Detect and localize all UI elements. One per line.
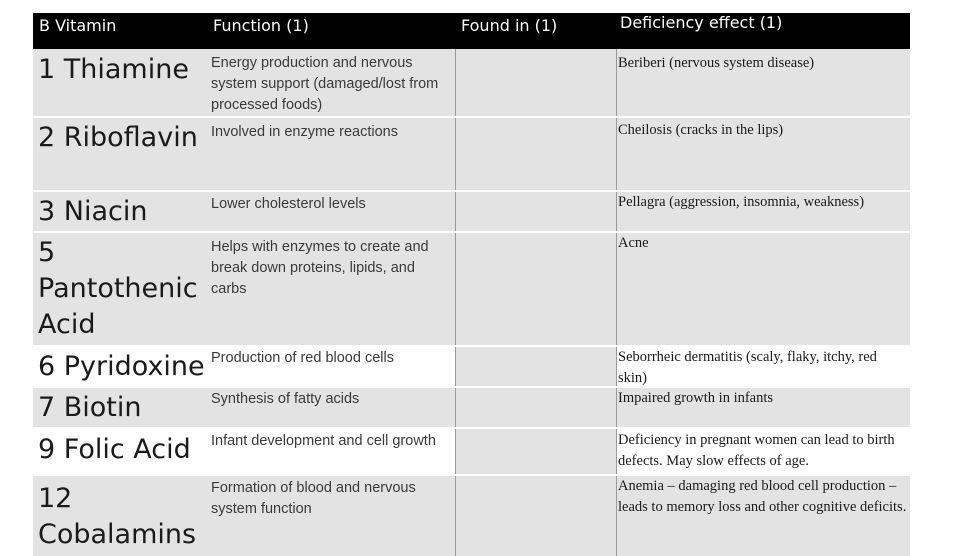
vitamin-name: 7 Biotin — [38, 390, 142, 426]
deficiency-text: Impaired growth in infants — [618, 388, 908, 409]
vitamin-name: 2 Riboflavin — [38, 120, 198, 156]
table-row: 3 Niacin Lower cholesterol levels Pellag… — [33, 192, 910, 231]
vitamin-name: 5 Pantothenic Acid — [38, 235, 203, 343]
function-text: Production of red blood cells — [211, 348, 449, 369]
found-in-cell — [455, 429, 617, 474]
table-row: 2 Riboflavin Involved in enzyme reaction… — [33, 118, 910, 190]
vitamin-name: 1 Thiamine — [38, 52, 189, 88]
function-text: Helps with enzymes to create and break d… — [211, 237, 449, 300]
header-vitamin: B Vitamin — [39, 13, 199, 49]
table-row: 5 Pantothenic Acid Helps with enzymes to… — [33, 233, 910, 345]
vitamin-name: 3 Niacin — [38, 194, 147, 230]
table-row: 1 Thiamine Energy production and nervous… — [33, 49, 910, 116]
header-deficiency: Deficiency effect (1) — [620, 10, 905, 46]
function-text: Infant development and cell growth — [211, 431, 449, 452]
found-in-cell — [455, 347, 617, 386]
table-row: 12 Cobalamins Formation of blood and ner… — [33, 476, 910, 556]
deficiency-text: Beriberi (nervous system disease) — [618, 53, 908, 74]
deficiency-text: Cheilosis (cracks in the lips) — [618, 120, 908, 141]
table-row: 6 Pyridoxine Production of red blood cel… — [33, 347, 910, 386]
function-text: Formation of blood and nervous system fu… — [211, 478, 449, 520]
table-row: 7 Biotin Synthesis of fatty acids Impair… — [33, 388, 910, 427]
table-row: 9 Folic Acid Infant development and cell… — [33, 429, 910, 474]
deficiency-text: Anemia – damaging red blood cell product… — [618, 476, 908, 518]
deficiency-text: Deficiency in pregnant women can lead to… — [618, 430, 908, 472]
found-in-cell — [455, 118, 617, 190]
found-in-cell — [455, 476, 617, 556]
deficiency-text: Pellagra (aggression, insomnia, weakness… — [618, 192, 908, 213]
header-function: Function (1) — [213, 13, 443, 49]
vitamin-name: 6 Pyridoxine — [38, 349, 205, 385]
function-text: Lower cholesterol levels — [211, 194, 449, 215]
found-in-cell — [455, 388, 617, 427]
vitamin-name: 12 Cobalamins — [38, 481, 203, 553]
deficiency-text: Seborrheic dermatitis (scaly, flaky, itc… — [618, 347, 908, 389]
function-text: Energy production and nervous system sup… — [211, 53, 449, 116]
header-found-in: Found in (1) — [461, 13, 611, 49]
found-in-cell — [455, 49, 617, 116]
found-in-cell — [455, 233, 617, 345]
vitamin-name: 9 Folic Acid — [38, 432, 191, 468]
function-text: Involved in enzyme reactions — [211, 122, 449, 143]
deficiency-text: Acne — [618, 233, 908, 254]
function-text: Synthesis of fatty acids — [211, 389, 449, 410]
found-in-cell — [455, 192, 617, 231]
table-header-row: B Vitamin Function (1) Found in (1) Defi… — [33, 13, 910, 49]
